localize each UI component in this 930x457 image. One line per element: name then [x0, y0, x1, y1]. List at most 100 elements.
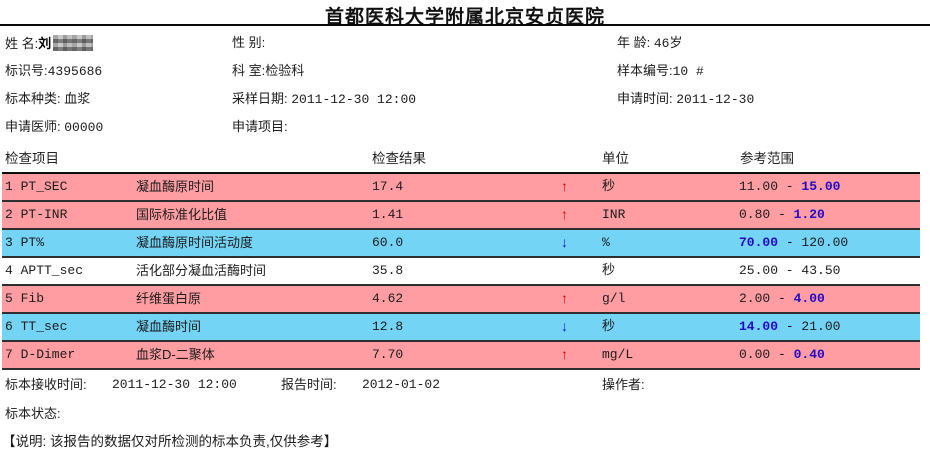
test-name: 凝血酶时间	[136, 319, 202, 334]
arrow-down-icon: ↓	[561, 318, 568, 334]
table-row: 7 D-Dimer 血浆D-二聚体 7.70 ↑ mg/L 0.00 - 0.4…	[2, 342, 920, 370]
arrow-up-icon: ↑	[561, 178, 568, 194]
field-sampling-date: 采样日期: 2011-12-30 12:00	[232, 91, 416, 108]
field-label: 样本编号:	[617, 63, 673, 78]
patient-name-value: 刘	[38, 36, 52, 51]
field-label: 标本种类:	[5, 91, 65, 106]
reference-range: 70.00 - 120.00	[739, 235, 848, 251]
range-normal-part: 25.00 - 43.50	[739, 263, 841, 278]
field-patient-name: 姓 名:刘	[5, 35, 94, 52]
field-patient-id: 标识号:4395686	[5, 63, 102, 80]
field-label: 采样日期:	[232, 91, 292, 106]
test-name: 血浆D-二聚体	[136, 347, 215, 362]
field-report-time-label: 报告时间:	[281, 377, 341, 392]
field-specimen-type: 标本种类: 血浆	[5, 91, 90, 107]
table-row: 6 TT_sec 凝血酶时间 12.8 ↓ 秒 14.00 - 21.00	[2, 314, 920, 342]
title-divider	[0, 24, 930, 26]
test-name: 纤维蛋白原	[136, 291, 202, 306]
test-unit: %	[602, 235, 610, 250]
table-row: 2 PT-INR 国际标准化比值 1.41 ↑ INR 0.80 - 1.20	[2, 202, 920, 230]
specimen-type-value: 血浆	[64, 91, 91, 106]
arrow-up-icon: ↑	[561, 290, 568, 306]
arrow-up-icon: ↑	[561, 346, 568, 362]
test-unit: 秒	[602, 263, 616, 278]
column-header-range: 参考范围	[740, 151, 794, 166]
test-code: 5 Fib	[5, 291, 45, 306]
field-label: 性 别:	[232, 35, 266, 50]
range-flagged-part: 0.40	[793, 347, 825, 362]
field-operator-label: 操作者:	[602, 377, 645, 392]
test-result: 4.62	[372, 291, 404, 306]
test-code: 4 APTT_sec	[5, 263, 84, 278]
field-gender: 性 别:	[232, 35, 265, 51]
test-name: 活化部分凝血活酶时间	[136, 263, 267, 278]
field-request-items: 申请项目:	[232, 119, 288, 135]
test-unit: g/l	[602, 291, 626, 306]
reference-range: 0.00 - 0.40	[739, 347, 825, 363]
column-header-unit: 单位	[602, 151, 629, 166]
test-result: 12.8	[372, 319, 404, 334]
test-code: 1 PT_SEC	[5, 179, 68, 194]
received-time-value: 2011-12-30 12:00	[112, 377, 237, 392]
test-result: 7.70	[372, 347, 404, 362]
disclaimer-note: 【说明: 该报告的数据仅对所检测的标本负责,仅供参考】	[2, 434, 338, 449]
test-result: 35.8	[372, 263, 404, 278]
field-label: 标本状态:	[5, 406, 61, 421]
range-normal-part: - 21.00	[778, 319, 841, 334]
reference-range: 11.00 - 15.00	[739, 179, 840, 195]
field-label: 申请医师:	[5, 119, 65, 134]
field-label: 申请时间:	[617, 91, 677, 106]
age-value: 46岁	[653, 36, 683, 51]
request-time-value: 2011-12-30	[676, 92, 755, 107]
test-result: 1.41	[372, 207, 404, 222]
range-normal-part: 2.00 -	[739, 291, 794, 306]
report-time-value: 2012-01-02	[362, 377, 441, 392]
test-result: 17.4	[372, 179, 404, 194]
field-label: 科 室:	[232, 63, 266, 78]
field-label: 年 龄:	[617, 35, 654, 50]
request-doctor-value: 00000	[64, 120, 104, 135]
range-normal-part: 0.80 -	[739, 207, 794, 222]
range-flagged-part: 1.20	[793, 207, 825, 222]
department-value: 检验科	[265, 63, 305, 78]
column-header-item: 检查项目	[5, 151, 59, 166]
column-header-result: 检查结果	[372, 151, 426, 166]
test-code: 6 TT_sec	[5, 319, 68, 334]
range-flagged-part: 15.00	[801, 179, 841, 194]
table-row: 5 Fib 纤维蛋白原 4.62 ↑ g/l 2.00 - 4.00	[2, 286, 920, 314]
range-flagged-part: 70.00	[739, 235, 779, 250]
field-department: 科 室:检验科	[232, 63, 304, 79]
field-request-time: 申请时间: 2011-12-30	[617, 91, 754, 108]
range-normal-part: 0.00 -	[739, 347, 794, 362]
range-flagged-part: 14.00	[739, 319, 779, 334]
patient-id-value: 4395686	[47, 64, 103, 79]
reference-range: 14.00 - 21.00	[739, 319, 840, 335]
test-unit: INR	[602, 207, 626, 222]
reference-range: 0.80 - 1.20	[739, 207, 825, 223]
results-table: 1 PT_SEC 凝血酶原时间 17.4 ↑ 秒 11.00 - 15.00 2…	[2, 172, 920, 370]
test-unit: 秒	[602, 179, 616, 194]
test-name: 凝血酶原时间	[136, 179, 215, 194]
test-name: 国际标准化比值	[136, 207, 228, 222]
test-code: 7 D-Dimer	[5, 347, 76, 362]
field-received-time-label: 标本接收时间:	[5, 377, 91, 392]
field-label: 姓 名:	[5, 36, 39, 51]
test-unit: mg/L	[602, 347, 634, 362]
field-label: 标识号:	[5, 63, 48, 78]
hospital-title: 首都医科大学附属北京安贞医院	[324, 7, 605, 28]
range-normal-part: - 120.00	[778, 235, 849, 250]
arrow-up-icon: ↑	[561, 206, 568, 222]
test-result: 60.0	[372, 235, 404, 250]
range-normal-part: 11.00 -	[739, 179, 802, 194]
reference-range: 2.00 - 4.00	[739, 291, 825, 307]
test-code: 2 PT-INR	[5, 207, 68, 222]
test-code: 3 PT%	[5, 235, 45, 250]
arrow-down-icon: ↓	[561, 234, 568, 250]
reference-range: 25.00 - 43.50	[739, 263, 840, 279]
test-name: 凝血酶原时间活动度	[136, 235, 254, 250]
table-row: 3 PT% 凝血酶原时间活动度 60.0 ↓ % 70.00 - 120.00	[2, 230, 920, 258]
test-unit: 秒	[602, 319, 616, 334]
field-request-doctor: 申请医师: 00000	[5, 119, 103, 136]
table-row: 4 APTT_sec 活化部分凝血活酶时间 35.8 秒 25.00 - 43.…	[2, 258, 920, 286]
